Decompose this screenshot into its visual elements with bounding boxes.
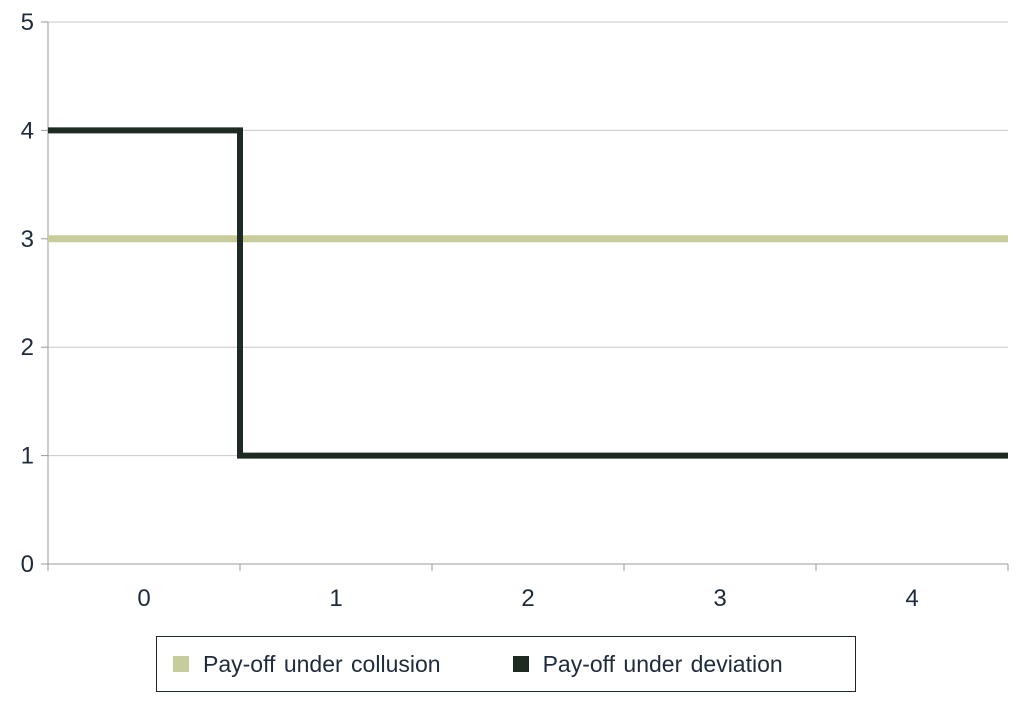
x-tick-label: 4 (905, 585, 918, 612)
x-tick-label: 0 (137, 585, 150, 612)
axes (41, 21, 1009, 571)
x-tick-label: 1 (329, 585, 342, 612)
y-tick-label: 3 (21, 226, 34, 253)
tick-labels: 0 1 2 3 4 5 0 1 2 3 4 (21, 9, 919, 612)
y-tick-label: 2 (21, 334, 34, 361)
legend-swatch-collusion (173, 656, 189, 672)
legend-item-deviation: Pay-off under deviation (512, 650, 783, 678)
legend-label-deviation: Pay-off under deviation (542, 650, 783, 677)
x-tick-label: 3 (713, 585, 726, 612)
series-lines (48, 127, 1008, 459)
legend: Pay-off under collusion Pay-off under de… (156, 636, 856, 692)
legend-swatch-deviation (512, 656, 529, 672)
y-tick-label: 4 (21, 117, 34, 144)
y-tick-label: 0 (21, 551, 34, 578)
y-tick-label: 1 (21, 443, 34, 470)
x-tick-label: 2 (521, 585, 534, 612)
y-tick-label: 5 (21, 9, 34, 36)
legend-label-collusion: Pay-off under collusion (203, 650, 441, 677)
legend-item-collusion: Pay-off under collusion (173, 651, 441, 678)
series-line-deviation (48, 127, 1008, 459)
